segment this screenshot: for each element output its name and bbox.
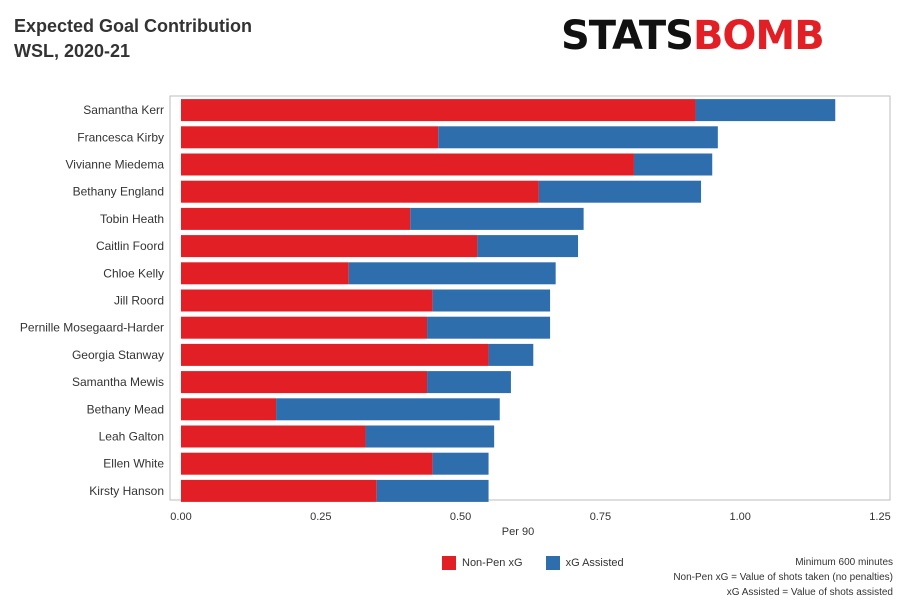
x-tick-label: 0.25 [310,511,331,523]
legend: Non-Pen xG xG Assisted [442,556,644,573]
player-label: Chloe Kelly [103,266,164,280]
legend-item-xg-assisted: xG Assisted [545,556,624,570]
legend-swatch-xg-assisted [545,556,560,570]
bar-xg-assisted [427,371,511,394]
legend-label-xg-assisted: xG Assisted [565,557,624,569]
statsbomb-logo: STATSBOMB [561,12,825,60]
player-label: Bethany Mead [87,402,164,416]
x-tick-label: 1.25 [869,511,890,523]
player-label: Tobin Heath [100,212,164,226]
x-axis-label: Per 90 [502,526,534,538]
plot-frame [169,95,891,501]
note-xg-assisted-definition: xG Assisted = Value of shots assisted [726,587,893,598]
bar-non-pen-xg [181,371,428,394]
player-label: Bethany England [73,185,164,199]
notes: Minimum 600 minutes Non-Pen xG = Value o… [673,555,893,600]
logo-text-stats: STATS [561,13,694,59]
bar-xg-assisted [633,153,713,176]
x-tick-label: 0.50 [450,511,471,523]
x-tick-label: 0.75 [590,511,611,523]
bar-xg-assisted [477,235,579,258]
x-tick-label: 0.00 [170,511,191,523]
legend-item-non-pen-xg: Non-Pen xG [442,556,523,570]
title-block: Expected Goal Contribution WSL, 2020-21 [14,14,252,64]
player-label: Samantha Kerr [83,103,164,117]
bar-non-pen-xg [181,207,411,230]
player-label: Pernille Mosegaard-Harder [20,321,164,335]
bar-non-pen-xg [181,398,277,421]
bar-non-pen-xg [181,316,428,339]
bar-xg-assisted [438,126,718,149]
bar-xg-assisted [488,343,534,366]
bar-non-pen-xg [181,452,433,475]
bar-xg-assisted [376,479,489,502]
bar-non-pen-xg [181,262,349,285]
bar-non-pen-xg [181,235,478,258]
bar-xg-assisted [432,289,551,312]
logo-text-bomb: BOMB [692,13,825,59]
bar-xg-assisted [538,180,702,203]
player-label: Jill Roord [114,294,164,308]
player-label: Kirsty Hanson [89,484,164,498]
bar-non-pen-xg [181,479,377,502]
note-minimum-minutes: Minimum 600 minutes [795,557,893,568]
chart-title: Expected Goal Contribution [14,16,253,36]
x-tick-label: 1.00 [729,511,750,523]
player-label: Leah Galton [99,430,164,444]
bar-xg-assisted [348,262,556,285]
bar-non-pen-xg [181,289,433,312]
chart-subtitle: WSL, 2020-21 [14,41,131,61]
bar-non-pen-xg [181,180,539,203]
bar-xg-assisted [410,207,584,230]
player-label: Georgia Stanway [72,348,164,362]
legend-swatch-non-pen-xg [442,556,456,570]
bar-non-pen-xg [181,126,439,149]
bar-non-pen-xg [181,425,366,448]
bar-xg-assisted [432,452,489,475]
bar-xg-assisted [365,425,495,448]
player-label: Samantha Mewis [72,375,164,389]
legend-label-non-pen-xg: Non-Pen xG [462,557,523,569]
player-label: Ellen White [103,457,164,471]
player-label: Caitlin Foord [96,239,164,253]
bar-non-pen-xg [181,99,696,122]
bar-non-pen-xg [181,153,634,176]
bar-non-pen-xg [181,343,489,366]
bar-xg-assisted [695,99,836,122]
bar-xg-assisted [427,316,551,339]
bar-xg-assisted [276,398,500,421]
player-label: Vivianne Miedema [65,158,164,172]
note-non-pen-xg-definition: Non-Pen xG = Value of shots taken (no pe… [673,572,893,583]
player-label: Francesca Kirby [77,130,164,144]
